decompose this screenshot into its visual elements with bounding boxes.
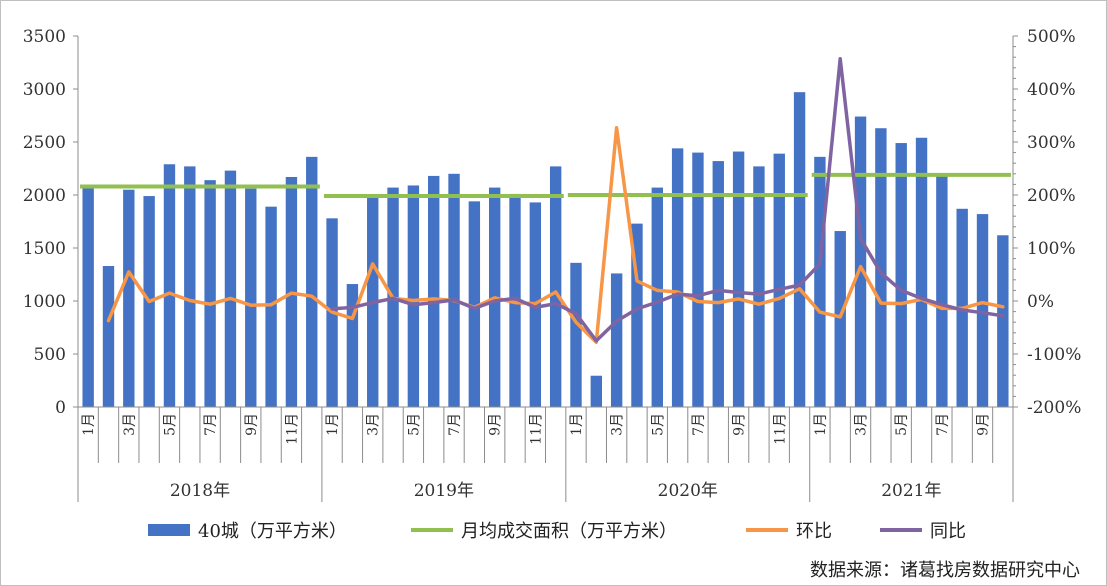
year-label: 2019年 bbox=[414, 481, 474, 501]
left-axis-label: 2500 bbox=[23, 133, 66, 153]
bar bbox=[875, 128, 887, 407]
legend-swatch-bar bbox=[148, 524, 190, 536]
bar bbox=[82, 186, 94, 407]
x-tick-label: 7月 bbox=[203, 413, 219, 436]
bar bbox=[671, 148, 684, 408]
year-label: 2018年 bbox=[170, 481, 230, 501]
x-tick-label: 5月 bbox=[894, 413, 910, 436]
x-tick-label: 3月 bbox=[854, 413, 870, 436]
bar bbox=[204, 180, 216, 407]
bar bbox=[834, 231, 846, 407]
left-axis-label: 2000 bbox=[23, 186, 66, 206]
legend-label: 同比 bbox=[930, 521, 966, 542]
right-axis-label: 0% bbox=[1027, 292, 1054, 312]
x-tick-label: 11月 bbox=[284, 413, 300, 445]
right-axis-label: -100% bbox=[1027, 345, 1081, 365]
right-axis-label: 300% bbox=[1027, 133, 1076, 153]
bar bbox=[245, 188, 257, 407]
bar bbox=[732, 151, 745, 407]
bar bbox=[509, 193, 521, 407]
right-axis-label: -200% bbox=[1027, 398, 1081, 418]
bar bbox=[549, 166, 562, 407]
legend-label: 40城（万平方米） bbox=[198, 521, 347, 542]
left-axis-label: 1500 bbox=[23, 239, 66, 259]
line-series bbox=[106, 57, 1005, 345]
x-tick-label: 5月 bbox=[650, 413, 666, 436]
bar bbox=[163, 164, 176, 407]
source-note: 数据来源：诸葛找房数据研究中心 bbox=[810, 560, 1080, 581]
left-axis-label: 3000 bbox=[23, 80, 66, 100]
x-tick-label: 1月 bbox=[813, 413, 829, 436]
x-tick-label: 5月 bbox=[162, 413, 178, 436]
bar bbox=[428, 175, 440, 407]
x-axis: 1月 3月 5月 7月 9月 11月 1月 3月 5月 7月 9月 11月 1月 3月 5月 7月 9月 11月 1… bbox=[77, 406, 1014, 502]
x-tick-label: 3月 bbox=[610, 413, 626, 436]
left-axis-label: 3500 bbox=[23, 27, 66, 47]
right-axis-label: 200% bbox=[1027, 186, 1076, 206]
x-tick-label: 9月 bbox=[244, 413, 260, 436]
x-tick-label: 1月 bbox=[325, 413, 341, 436]
left-axis-label: 500 bbox=[34, 345, 66, 365]
axes: 0 500 1000 1500 2000 2500 3000 3500 -200% -100% 0%… bbox=[23, 27, 1082, 418]
x-tick-label: 11月 bbox=[772, 413, 788, 445]
bar bbox=[895, 143, 907, 407]
year-label: 2021年 bbox=[881, 481, 941, 501]
legend-label: 环比 bbox=[796, 521, 832, 542]
bar bbox=[610, 273, 623, 407]
bar bbox=[651, 187, 663, 407]
x-tick-label: 7月 bbox=[447, 413, 463, 436]
bar bbox=[224, 170, 237, 407]
right-axis-label: 500% bbox=[1027, 27, 1076, 47]
right-axis-label: 100% bbox=[1027, 239, 1076, 259]
x-tick-label: 3月 bbox=[122, 413, 138, 436]
bar bbox=[773, 153, 785, 407]
x-tick-label: 1月 bbox=[569, 413, 585, 436]
bar bbox=[265, 206, 277, 407]
bar bbox=[976, 214, 989, 407]
bar bbox=[346, 284, 359, 407]
bar bbox=[631, 223, 643, 407]
x-tick-label: 11月 bbox=[528, 413, 544, 445]
bar bbox=[854, 116, 867, 407]
bar bbox=[915, 137, 928, 407]
bar bbox=[590, 375, 603, 407]
bar bbox=[997, 235, 1009, 407]
bar bbox=[814, 156, 826, 407]
yoy-line bbox=[330, 57, 1005, 343]
bar bbox=[468, 201, 481, 407]
x-tick-label: 7月 bbox=[691, 413, 707, 436]
x-tick-label: 9月 bbox=[732, 413, 748, 436]
bar bbox=[123, 189, 135, 407]
bar bbox=[448, 173, 460, 407]
legend: 40城（万平方米） 月均成交面积（万平方米） 环比 同比 bbox=[148, 521, 966, 542]
bar bbox=[753, 166, 765, 407]
x-tick-label: 9月 bbox=[488, 413, 504, 436]
bar bbox=[102, 266, 115, 407]
x-tick-label: 1月 bbox=[81, 413, 97, 436]
legend-label: 月均成交面积（万平方米） bbox=[461, 521, 677, 542]
bar bbox=[407, 185, 420, 407]
average-series bbox=[80, 172, 1011, 199]
left-axis-label: 1000 bbox=[23, 292, 66, 312]
x-tick-label: 3月 bbox=[366, 413, 382, 436]
x-tick-label: 9月 bbox=[976, 413, 992, 436]
mom-line bbox=[106, 125, 1005, 345]
bar bbox=[184, 166, 196, 407]
x-tick-label: 7月 bbox=[935, 413, 951, 436]
right-axis-label: 400% bbox=[1027, 80, 1076, 100]
x-tick-label: 5月 bbox=[406, 413, 422, 436]
bar bbox=[306, 156, 318, 407]
bar bbox=[692, 152, 704, 407]
bar bbox=[936, 174, 948, 407]
bar bbox=[570, 262, 582, 407]
left-axis-label: 0 bbox=[55, 398, 66, 418]
year-label: 2020年 bbox=[658, 481, 718, 501]
bar bbox=[793, 92, 806, 408]
bar bbox=[712, 161, 724, 407]
